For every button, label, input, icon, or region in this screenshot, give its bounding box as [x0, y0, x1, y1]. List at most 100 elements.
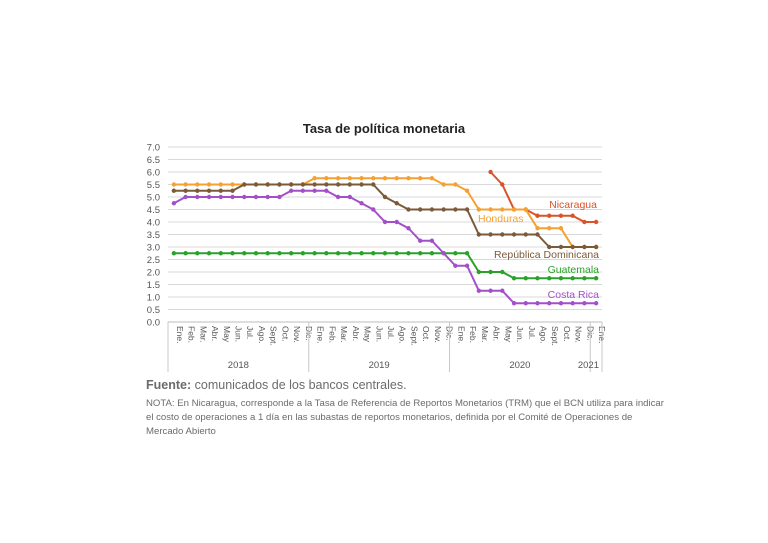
data-point-guatemala	[371, 251, 376, 256]
data-point-costa-rica	[300, 188, 306, 193]
data-point-honduras	[335, 176, 341, 181]
data-point-guatemala	[312, 251, 317, 256]
y-tick-label: 5.0	[147, 193, 160, 204]
data-point-nicaragua	[488, 169, 493, 175]
x-tick-label: Abr.	[351, 326, 361, 341]
x-tick-label: Ene.	[316, 326, 326, 344]
data-point-guatemala	[347, 251, 353, 256]
data-point-guatemala	[570, 276, 575, 281]
data-point-guatemala	[417, 251, 423, 256]
data-point-guatemala	[406, 251, 411, 256]
data-point-republica-dominicana	[288, 182, 294, 187]
data-point-costa-rica	[429, 238, 435, 243]
data-point-republica-dominicana	[523, 232, 528, 237]
source-line: Fuente: comunicados de los bancos centra…	[146, 378, 407, 392]
data-point-honduras	[406, 176, 411, 181]
data-point-guatemala	[511, 276, 517, 281]
x-tick-label: Ene.	[456, 326, 466, 344]
data-point-republica-dominicana	[277, 182, 282, 187]
data-point-costa-rica	[417, 238, 423, 243]
data-point-honduras	[230, 182, 235, 187]
data-point-republica-dominicana	[324, 182, 329, 187]
data-point-guatemala	[523, 276, 528, 281]
data-point-guatemala	[242, 251, 247, 256]
data-point-republica-dominicana	[253, 182, 259, 187]
data-point-republica-dominicana	[488, 232, 493, 237]
data-point-costa-rica	[464, 263, 470, 268]
data-point-guatemala	[335, 251, 341, 256]
x-tick-label: Nov.	[574, 326, 584, 343]
data-point-costa-rica	[558, 301, 564, 306]
data-point-costa-rica	[511, 301, 517, 306]
data-point-costa-rica	[324, 188, 329, 193]
data-point-guatemala	[230, 251, 235, 256]
data-point-guatemala	[218, 251, 223, 256]
source-label: Fuente:	[146, 378, 192, 392]
x-tick-label: Nov.	[292, 326, 302, 343]
y-tick-label: 6.5	[147, 155, 160, 166]
data-point-nicaragua	[570, 213, 575, 218]
series-label-honduras: Honduras	[478, 213, 524, 225]
data-point-honduras	[347, 176, 353, 181]
data-point-republica-dominicana	[171, 188, 177, 193]
series-line-nicaragua	[489, 171, 597, 223]
data-point-republica-dominicana	[476, 232, 482, 237]
x-tick-label: May	[363, 326, 373, 343]
data-point-honduras	[558, 226, 564, 231]
data-point-nicaragua	[558, 213, 564, 218]
data-point-costa-rica	[394, 219, 399, 225]
x-tick-label: Jul.	[245, 326, 255, 339]
data-point-costa-rica	[242, 194, 247, 200]
data-point-costa-rica	[171, 201, 177, 206]
data-point-honduras	[371, 176, 376, 181]
data-point-guatemala	[394, 251, 399, 256]
data-point-honduras	[429, 176, 435, 181]
data-point-nicaragua	[535, 213, 540, 218]
data-point-republica-dominicana	[406, 207, 411, 212]
data-point-republica-dominicana	[570, 244, 575, 250]
data-point-nicaragua	[547, 213, 552, 218]
data-point-nicaragua	[593, 219, 599, 225]
data-point-costa-rica	[206, 194, 212, 200]
data-point-guatemala	[359, 251, 364, 256]
data-point-guatemala	[488, 269, 493, 275]
data-point-costa-rica	[582, 301, 587, 306]
data-point-costa-rica	[265, 194, 270, 200]
data-point-republica-dominicana	[511, 232, 517, 237]
y-tick-label: 4.0	[147, 218, 160, 229]
data-point-republica-dominicana	[453, 207, 458, 212]
data-point-honduras	[195, 182, 200, 187]
data-point-republica-dominicana	[242, 182, 247, 187]
data-point-nicaragua	[500, 182, 505, 187]
data-point-honduras	[171, 182, 177, 187]
data-point-guatemala	[382, 251, 388, 256]
y-tick-label: 0.0	[147, 318, 160, 329]
data-point-honduras	[500, 207, 505, 212]
data-point-costa-rica	[371, 207, 376, 212]
y-tick-label: 0.5	[147, 305, 160, 316]
x-tick-label: Mar.	[198, 326, 208, 343]
source-text: comunicados de los bancos centrales.	[194, 378, 407, 392]
data-point-honduras	[312, 176, 317, 181]
data-point-honduras	[417, 176, 423, 181]
x-tick-label: Ago.	[398, 326, 408, 344]
data-point-republica-dominicana	[382, 194, 388, 200]
y-tick-label: 1.5	[147, 280, 160, 291]
x-tick-label: Feb.	[187, 326, 197, 343]
x-tick-label: Nov.	[433, 326, 443, 343]
data-point-republica-dominicana	[535, 232, 540, 237]
data-point-honduras	[183, 182, 188, 187]
data-point-costa-rica	[230, 194, 235, 200]
data-point-guatemala	[558, 276, 564, 281]
data-point-republica-dominicana	[195, 188, 200, 193]
data-point-costa-rica	[347, 194, 353, 200]
y-tick-label: 7.0	[147, 143, 160, 154]
data-point-honduras	[547, 226, 552, 231]
data-point-republica-dominicana	[417, 207, 423, 212]
data-point-guatemala	[476, 269, 482, 275]
data-point-costa-rica	[547, 301, 552, 306]
data-point-costa-rica	[218, 194, 223, 200]
x-tick-label: Sept.	[550, 326, 560, 346]
x-tick-label: May	[503, 326, 513, 343]
